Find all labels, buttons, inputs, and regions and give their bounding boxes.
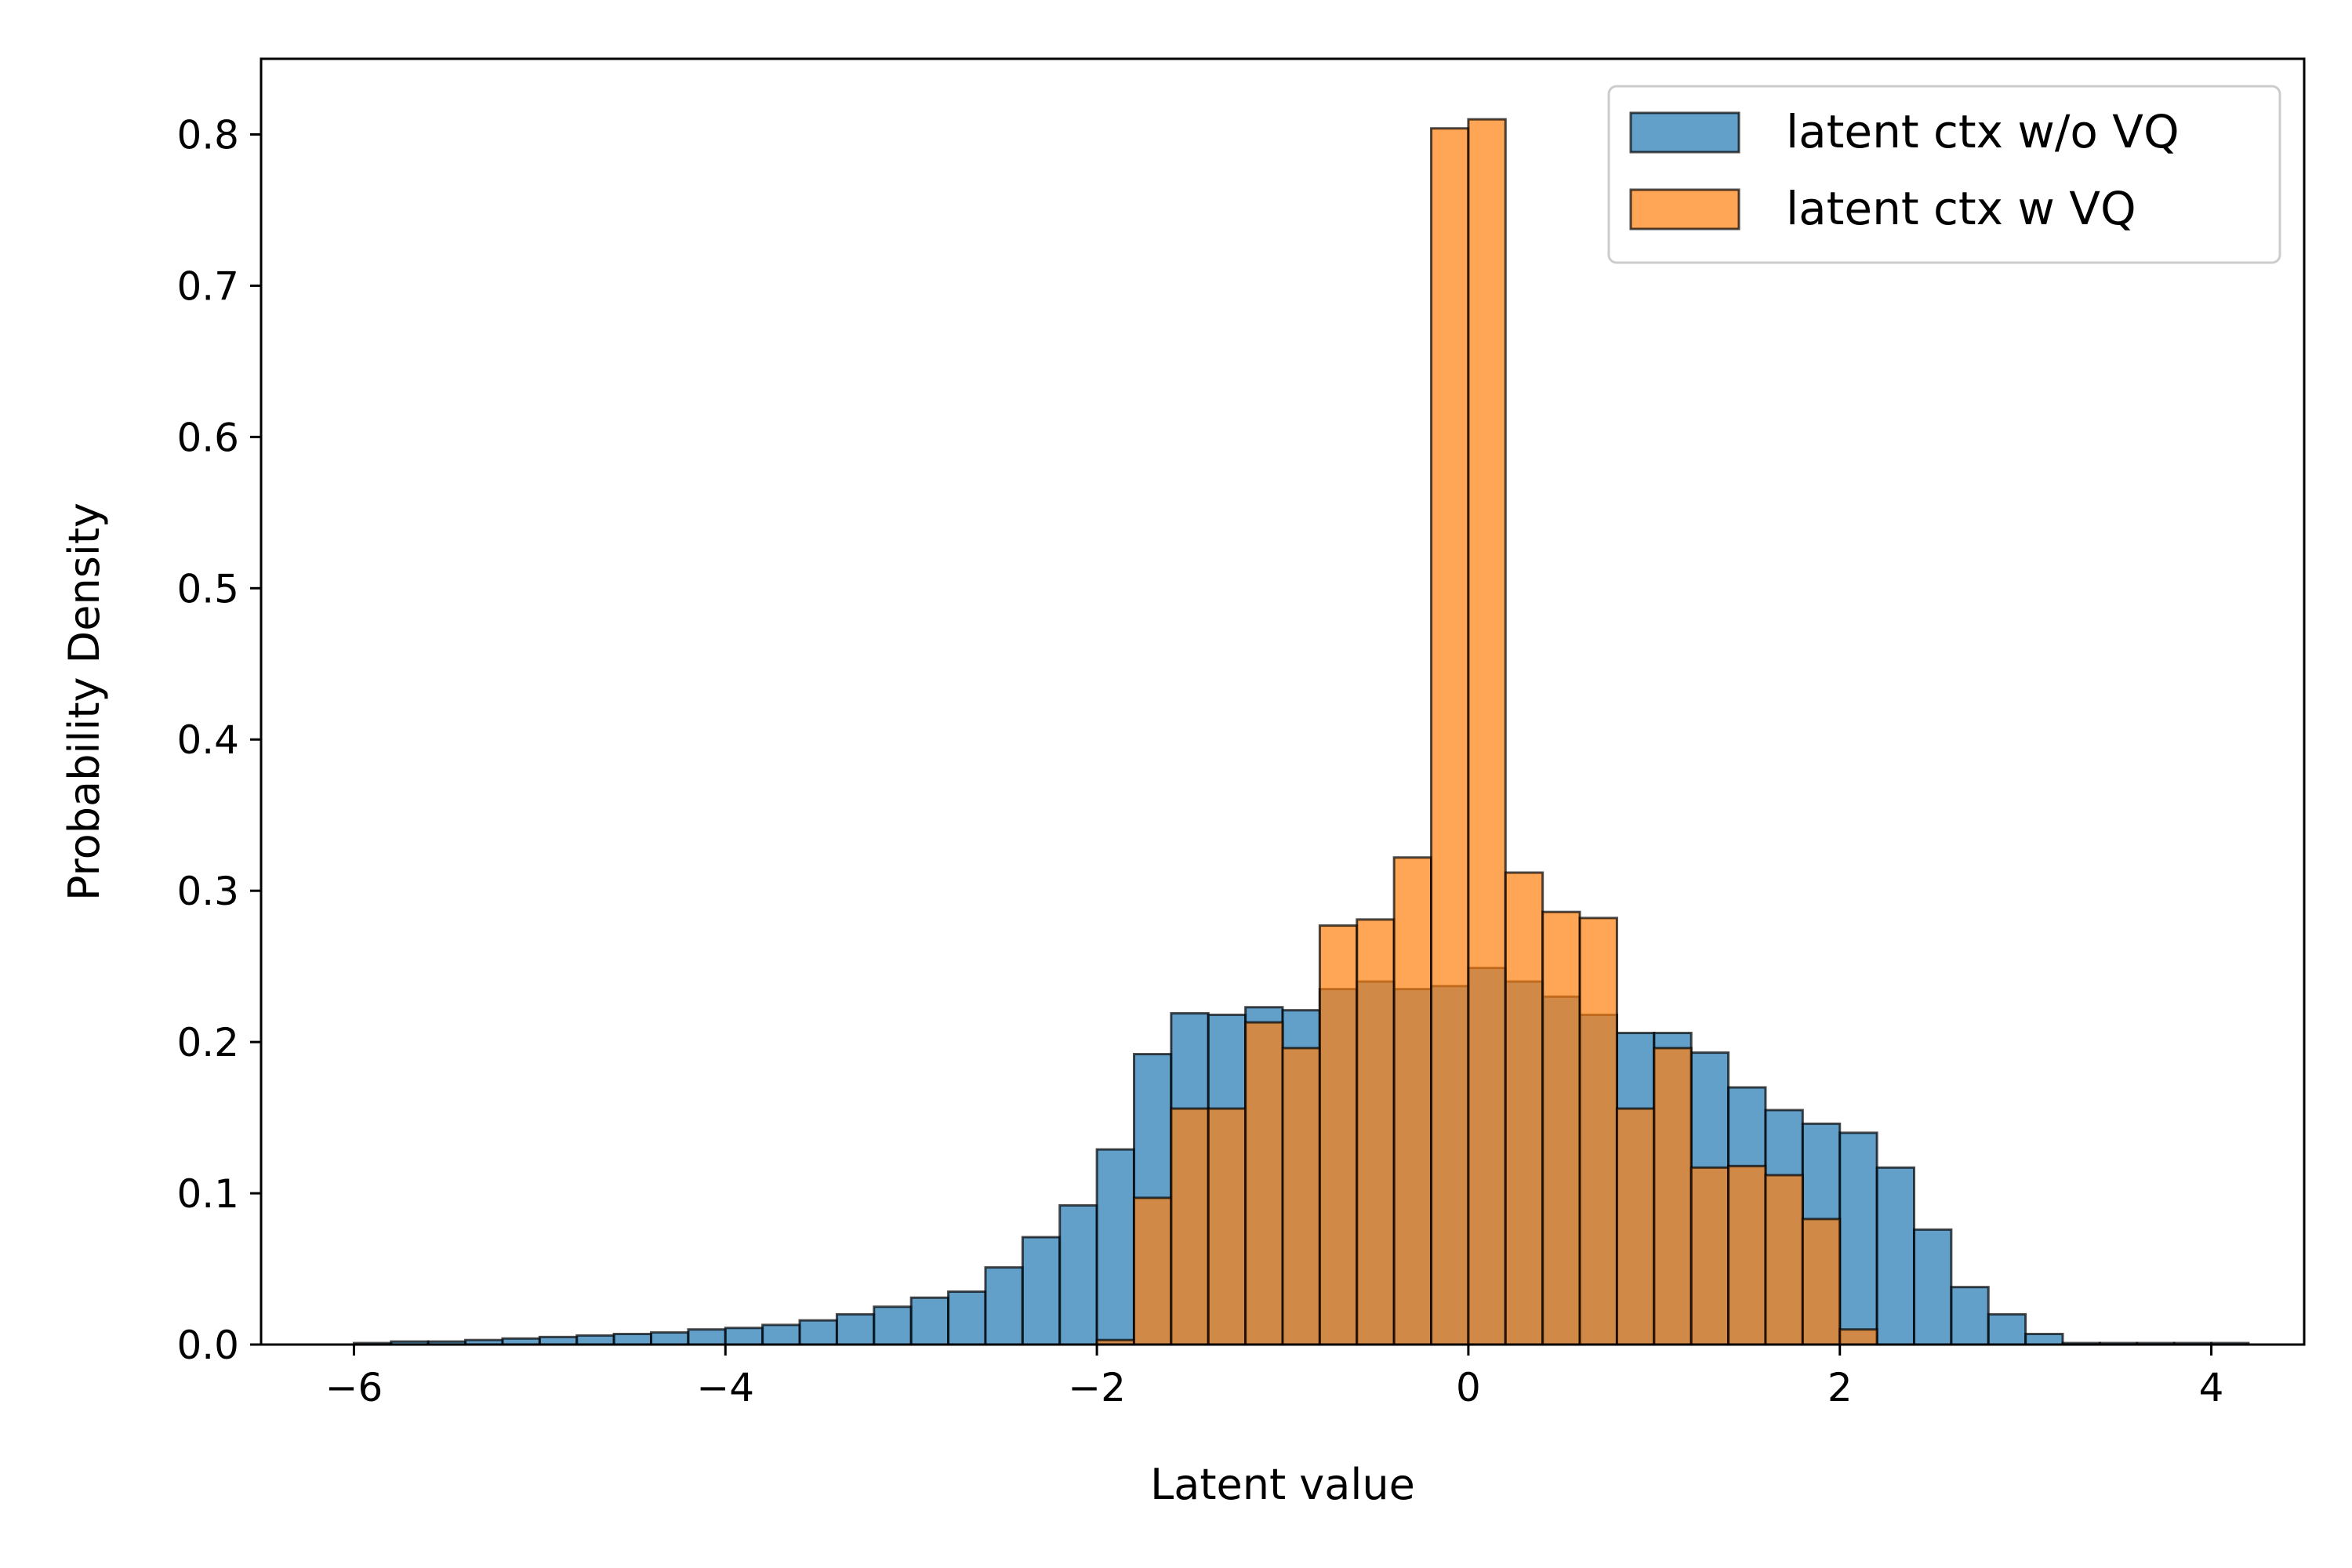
bar-w-vq-29: [1430, 127, 1470, 1346]
bar-wo-vq-44: [1987, 1312, 2027, 1346]
y-tick-label: 0.0: [176, 1323, 239, 1368]
bar-w-vq-34: [1615, 1107, 1656, 1346]
y-tick-label: 0.8: [176, 112, 239, 158]
bars-latent-ctx-w-vq: [1095, 118, 1878, 1346]
bar-w-vq-32: [1541, 910, 1581, 1346]
legend-frame: [1607, 85, 2281, 264]
legend-label-latent-ctx-w-vq: latent ctx w VQ: [1786, 182, 2136, 235]
bar-wo-vq-45: [2024, 1332, 2064, 1346]
y-axis-title: Probability Density: [60, 503, 109, 901]
x-tick-label: 0: [1456, 1365, 1481, 1410]
bar-w-vq-31: [1504, 871, 1544, 1346]
bar-wo-vq-40: [1838, 1131, 1878, 1346]
legend-swatch-latent-ctx-wo-vq: [1629, 111, 1740, 154]
x-tick-label: 2: [1828, 1365, 1853, 1410]
bar-wo-vq-10: [724, 1327, 764, 1346]
bar-wo-vq-20: [1095, 1148, 1135, 1346]
y-tick-label: 0.6: [176, 415, 239, 460]
x-axis: −6 −4 −2 0 2 4: [325, 1345, 2224, 1410]
bar-wo-vq-43: [1950, 1286, 1990, 1346]
bar-w-vq-40: [1838, 1328, 1878, 1346]
bar-wo-vq-17: [984, 1266, 1024, 1346]
x-tick-label: −6: [325, 1365, 383, 1410]
bar-wo-vq-14: [873, 1305, 913, 1346]
bar-w-vq-39: [1801, 1218, 1842, 1346]
bar-wo-vq-18: [1021, 1236, 1062, 1346]
legend-label-latent-ctx-wo-vq: latent ctx w/o VQ: [1786, 105, 2180, 158]
bar-wo-vq-8: [650, 1331, 690, 1346]
bar-wo-vq-6: [575, 1334, 615, 1346]
bar-w-vq-35: [1653, 1047, 1693, 1346]
x-tick-label: −4: [696, 1365, 754, 1410]
bar-wo-vq-41: [1875, 1166, 1915, 1346]
bar-w-vq-21: [1132, 1196, 1173, 1346]
legend-swatch-latent-ctx-w-vq: [1629, 188, 1740, 230]
bar-w-vq-23: [1207, 1107, 1247, 1346]
bar-w-vq-30: [1467, 118, 1507, 1346]
y-axis: 0.0 0.1 0.2 0.3 0.4 0.5 0.6 0.7 0.8: [176, 112, 261, 1368]
y-tick-label: 0.4: [176, 717, 239, 763]
plot-area-frame: [260, 57, 2306, 1346]
y-tick-label: 0.2: [176, 1020, 239, 1065]
bar-w-vq-27: [1356, 918, 1396, 1346]
y-tick-label: 0.5: [176, 566, 239, 612]
bar-w-vq-37: [1727, 1164, 1767, 1346]
y-tick-label: 0.1: [176, 1171, 239, 1217]
bar-wo-vq-42: [1912, 1228, 1953, 1346]
bar-w-vq-25: [1281, 1047, 1321, 1346]
bar-wo-vq-15: [909, 1296, 950, 1346]
legend: latent ctx w/o VQ latent ctx w VQ: [1607, 85, 2281, 264]
x-tick-label: −2: [1068, 1365, 1126, 1410]
y-tick-label: 0.3: [176, 869, 239, 914]
y-tick-label: 0.7: [176, 263, 239, 309]
bar-w-vq-24: [1244, 1021, 1284, 1346]
bar-wo-vq-16: [947, 1290, 987, 1346]
bar-wo-vq-12: [798, 1319, 838, 1346]
x-axis-title: Latent value: [1150, 1460, 1415, 1509]
bar-wo-vq-19: [1058, 1203, 1098, 1346]
bar-w-vq-36: [1690, 1166, 1730, 1346]
bar-w-vq-22: [1170, 1107, 1210, 1346]
bar-wo-vq-9: [687, 1328, 727, 1346]
bar-wo-vq-11: [761, 1323, 801, 1346]
bar-w-vq-38: [1764, 1174, 1804, 1346]
bar-wo-vq-7: [612, 1332, 653, 1346]
bar-w-vq-26: [1318, 924, 1359, 1346]
bar-w-vq-33: [1578, 916, 1618, 1346]
bar-w-vq-28: [1392, 856, 1433, 1346]
bar-wo-vq-13: [835, 1312, 876, 1346]
x-tick-label: 4: [2199, 1365, 2224, 1410]
